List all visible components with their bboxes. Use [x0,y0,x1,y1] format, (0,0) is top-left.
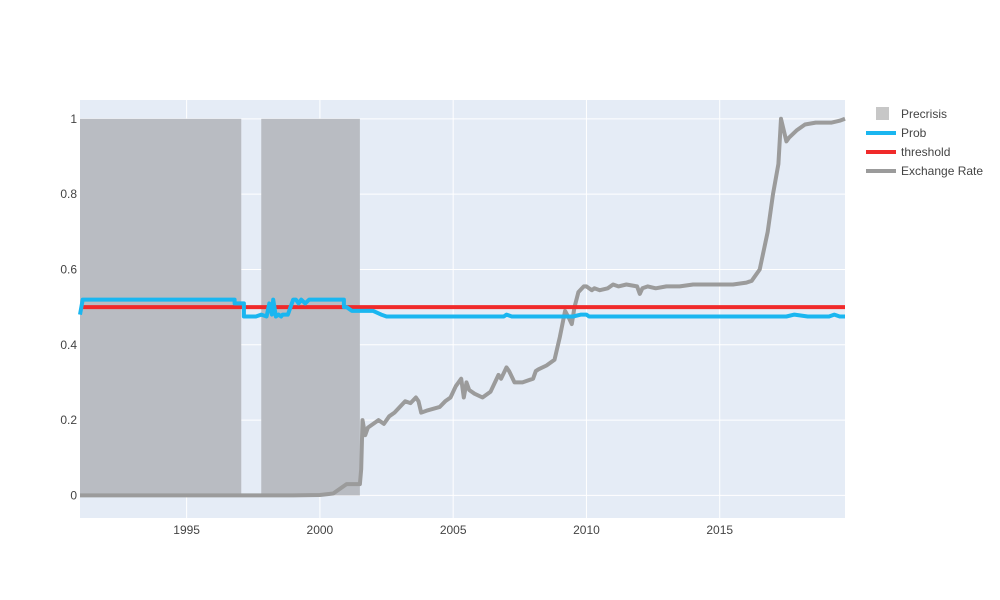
x-tick-label: 2010 [573,523,600,537]
legend-label: Precrisis [901,107,947,121]
series-line-exchange-rate [80,116,846,498]
series-line-prob [78,297,845,319]
y-tick-label: 0.4 [60,338,77,352]
legend-swatch [876,107,889,120]
x-tick-label: 1995 [173,523,200,537]
y-tick-label: 1 [70,112,77,126]
legend-label: threshold [901,145,950,159]
y-axis-ticks: 0 0.2 0.4 0.6 0.8 1 [60,112,77,503]
legend-label: Prob [901,126,927,140]
y-tick-label: 0.6 [60,262,77,276]
x-tick-label: 2015 [706,523,733,537]
y-tick-label: 0.2 [60,413,77,427]
series-lines [78,116,846,498]
legend[interactable]: Precrisis Prob threshold Exchange Rate [866,107,983,178]
y-tick-label: 0 [70,488,77,502]
x-axis-ticks: 1995 2000 2005 2010 2015 [173,523,733,537]
legend-item-prob[interactable]: Prob [866,126,927,140]
legend-item-exchange-rate[interactable]: Exchange Rate [866,164,983,178]
legend-item-threshold[interactable]: threshold [866,145,950,159]
legend-label: Exchange Rate [901,164,983,178]
x-tick-label: 2000 [307,523,334,537]
legend-item-precrisis[interactable]: Precrisis [876,107,947,121]
x-tick-label: 2005 [440,523,467,537]
y-tick-label: 0.8 [60,187,77,201]
